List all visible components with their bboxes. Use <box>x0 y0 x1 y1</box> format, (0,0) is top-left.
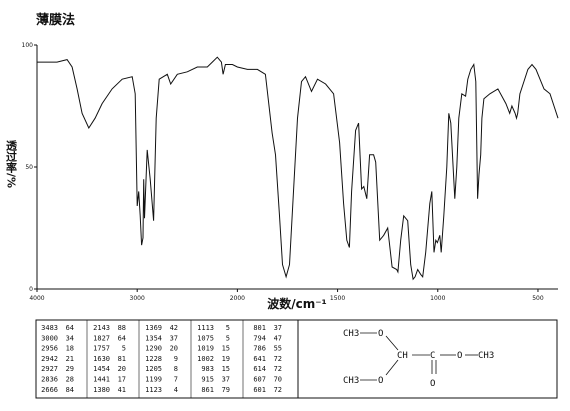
peak-wavenumber: 1454 <box>93 365 110 373</box>
peak-wavenumber: 983 <box>201 365 214 373</box>
peak-transmittance: 42 <box>170 324 178 332</box>
x-tick-label: 3000 <box>130 295 145 302</box>
structure-bonds <box>360 332 478 381</box>
peak-wavenumber: 1199 <box>145 376 162 384</box>
peak-transmittance: 20 <box>118 365 126 373</box>
structure-atom: O <box>430 379 435 389</box>
peak-wavenumber: 794 <box>253 334 266 342</box>
peak-wavenumber: 601 <box>253 386 266 394</box>
peak-wavenumber: 614 <box>253 365 266 373</box>
peak-wavenumber: 915 <box>201 376 214 384</box>
peak-wavenumber: 786 <box>253 345 266 353</box>
structure-atom: O <box>378 329 383 339</box>
peak-wavenumber: 2927 <box>41 365 58 373</box>
peak-wavenumber: 3483 <box>41 324 58 332</box>
peak-wavenumber: 1757 <box>93 345 110 353</box>
peak-transmittance: 8 <box>174 365 178 373</box>
peak-wavenumber: 641 <box>253 355 266 363</box>
structure-atom: C <box>430 351 435 361</box>
peak-transmittance: 79 <box>222 386 230 394</box>
peak-transmittance: 21 <box>66 355 74 363</box>
spectrum-line <box>37 56 559 281</box>
peak-transmittance: 37 <box>170 334 178 342</box>
peak-transmittance: 37 <box>222 376 230 384</box>
peak-transmittance: 88 <box>118 324 126 332</box>
x-axis-label: 波数/cm⁻¹ <box>267 296 327 311</box>
peak-wavenumber: 1123 <box>145 386 162 394</box>
peak-wavenumber: 2143 <box>93 324 110 332</box>
peak-transmittance: 28 <box>66 376 74 384</box>
peak-wavenumber: 801 <box>253 324 266 332</box>
peak-transmittance: 9 <box>174 355 178 363</box>
peak-table-box <box>35 319 558 399</box>
peak-transmittance: 18 <box>66 345 74 353</box>
peak-transmittance: 55 <box>274 345 282 353</box>
y-tick-label: 100 <box>22 42 34 49</box>
title: 薄膜法 <box>36 12 75 28</box>
peak-transmittance: 4 <box>174 386 178 394</box>
peak-transmittance: 37 <box>274 324 282 332</box>
y-axis-label: 透过率/% <box>5 140 18 188</box>
peak-transmittance: 15 <box>222 365 230 373</box>
peak-transmittance: 7 <box>174 376 178 384</box>
peak-transmittance: 34 <box>66 334 74 342</box>
peak-wavenumber: 1113 <box>197 324 214 332</box>
structure-atom: CH3 <box>478 351 494 361</box>
x-tick-label: 4000 <box>29 295 44 302</box>
peak-transmittance: 20 <box>170 345 178 353</box>
peak-wavenumber: 1290 <box>145 345 162 353</box>
peak-wavenumber: 2666 <box>41 386 58 394</box>
peak-transmittance: 64 <box>118 334 126 342</box>
peak-wavenumber: 1019 <box>197 345 214 353</box>
structure-atom: CH3 <box>343 329 359 339</box>
peak-transmittance: 81 <box>118 355 126 363</box>
peak-wavenumber: 1630 <box>93 355 110 363</box>
x-tick-label: 2000 <box>230 295 245 302</box>
peak-transmittance: 5 <box>122 345 126 353</box>
x-tick-label: 1000 <box>430 295 445 302</box>
peak-transmittance: 64 <box>66 324 74 332</box>
peak-wavenumber: 3000 <box>41 334 58 342</box>
peak-wavenumber: 1827 <box>93 334 110 342</box>
peak-wavenumber: 1205 <box>145 365 162 373</box>
structure-atom: CH3 <box>343 376 359 386</box>
peak-transmittance: 84 <box>66 386 74 394</box>
peak-wavenumber: 1369 <box>145 324 162 332</box>
peak-wavenumber: 861 <box>201 386 214 394</box>
peak-transmittance: 17 <box>118 376 126 384</box>
peak-transmittance: 5 <box>226 324 230 332</box>
peak-transmittance: 5 <box>226 334 230 342</box>
y-tick-label: 50 <box>25 164 33 171</box>
peak-wavenumber: 1380 <box>93 386 110 394</box>
peak-wavenumber: 1441 <box>93 376 110 384</box>
peak-wavenumber: 2956 <box>41 345 58 353</box>
peak-transmittance: 72 <box>274 365 282 373</box>
structure-atom: O <box>457 351 462 361</box>
peak-transmittance: 41 <box>118 386 126 394</box>
structure-atom: O <box>378 376 383 386</box>
peak-wavenumber: 2836 <box>41 376 58 384</box>
peak-transmittance: 72 <box>274 386 282 394</box>
y-tick-label: 0 <box>29 286 33 293</box>
structure-atom: CH <box>397 351 408 361</box>
peak-wavenumber: 1002 <box>197 355 214 363</box>
x-tick-label: 1500 <box>330 295 345 302</box>
peak-transmittance: 47 <box>274 334 282 342</box>
peak-transmittance: 72 <box>274 355 282 363</box>
peak-wavenumber: 1075 <box>197 334 214 342</box>
peak-transmittance: 70 <box>274 376 282 384</box>
peak-wavenumber: 607 <box>253 376 266 384</box>
peak-transmittance: 15 <box>222 345 230 353</box>
peak-wavenumber: 1354 <box>145 334 162 342</box>
x-tick-label: 500 <box>532 295 544 302</box>
peak-wavenumber: 1228 <box>145 355 162 363</box>
peak-transmittance: 19 <box>222 355 230 363</box>
peak-wavenumber: 2942 <box>41 355 58 363</box>
peak-transmittance: 29 <box>66 365 74 373</box>
